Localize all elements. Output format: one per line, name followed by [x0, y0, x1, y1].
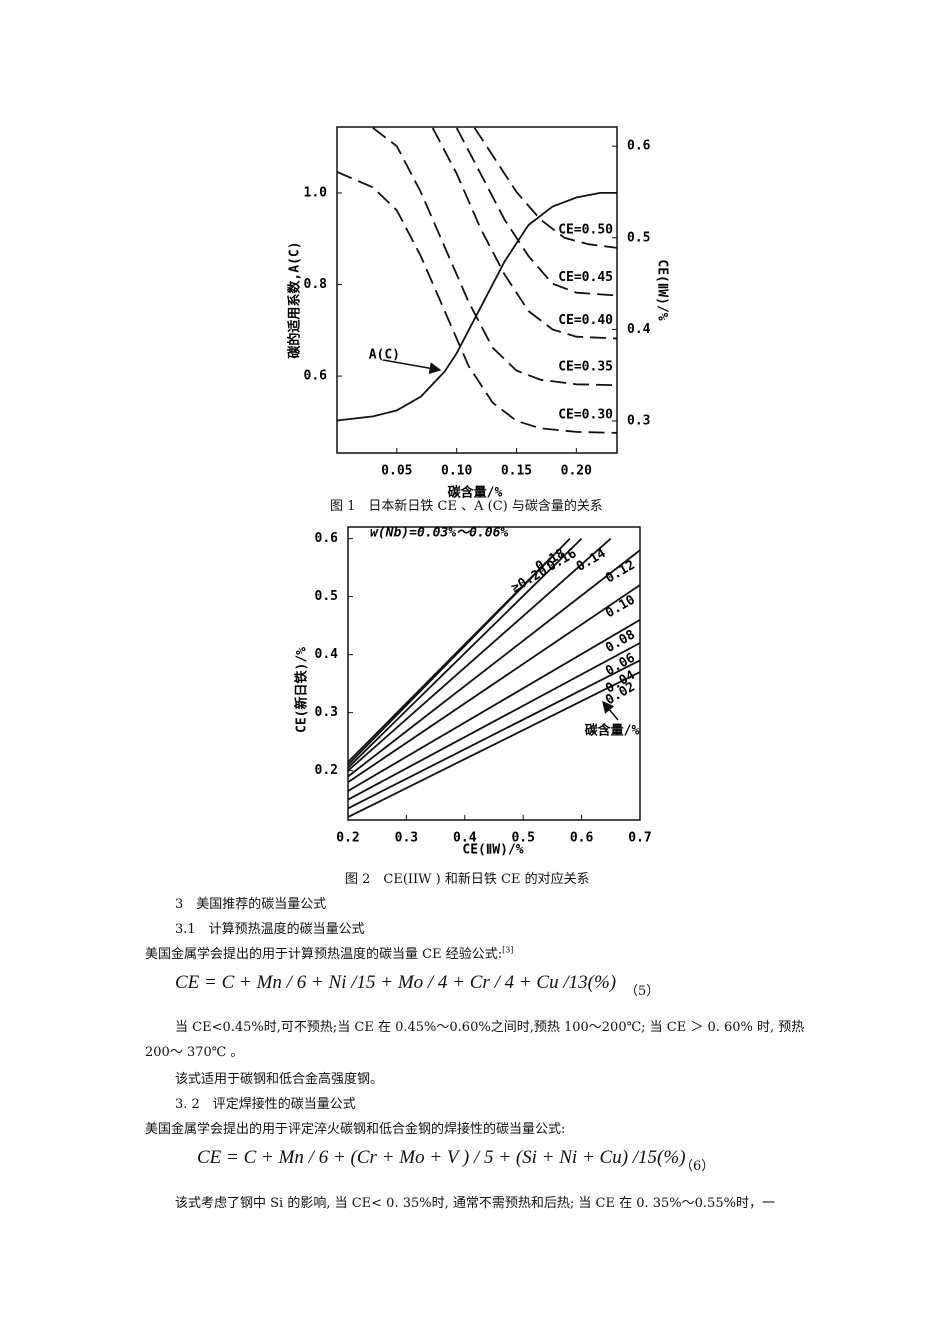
paragraph: 该式适用于碳钢和低合金高强度钢。	[175, 1072, 384, 1087]
x-tick-label: 0.20	[561, 464, 592, 479]
x-axis-title: CE(ⅡW)/%	[462, 843, 523, 858]
x-tick-label: 0.6	[570, 831, 594, 846]
y2-tick-label: 0.4	[627, 322, 651, 337]
formula: CE = C + Mn / 6 + (Cr + Mo + V ) / 5 + (…	[197, 1147, 686, 1168]
formula-number: （5）	[625, 984, 660, 999]
line	[347, 555, 554, 763]
x-tick-label: 0.15	[501, 464, 532, 479]
line	[347, 537, 612, 772]
y2-tick-label: 0.6	[627, 139, 651, 154]
line	[372, 127, 618, 387]
line	[347, 659, 641, 810]
annotation: 碳含量/%	[585, 723, 640, 739]
line	[336, 171, 618, 434]
line	[455, 127, 618, 297]
series-label: CE=0.40	[558, 313, 613, 328]
y-tick-label: 0.5	[315, 589, 338, 604]
heading: 3. 2 评定焊接性的碳当量公式	[175, 1097, 356, 1112]
x-tick-label: 0.05	[381, 464, 412, 479]
line	[347, 584, 641, 784]
series-label: CE=0.35	[558, 360, 613, 375]
series-label: ≥0.20	[509, 563, 551, 596]
x-tick-label: 0.7	[628, 831, 651, 846]
y-tick-label: 0.6	[304, 369, 328, 384]
formula: CE = C + Mn / 6 + Ni /15 + Mo / 4 + Cr /…	[175, 972, 617, 993]
y2-axis-title: CE(ⅡW)/%	[655, 259, 670, 320]
paragraph: 该式考虑了钢中 Si 的影响, 当 CE< 0. 35%时, 通常不需预热和后热…	[175, 1196, 775, 1211]
y-tick-label: 1.0	[304, 185, 328, 200]
y-tick-label: 0.3	[315, 705, 338, 720]
x-tick-label: 0.2	[336, 831, 359, 846]
text: 美国金属学会提出的用于计算预热温度的碳当量 CE 经验公式:	[145, 947, 503, 962]
x-tick-label: 0.10	[441, 464, 472, 479]
line	[347, 619, 641, 792]
caption: 图 2 CE(IIW ) 和新日铁 CE 的对应关系	[345, 872, 590, 887]
line	[347, 671, 641, 818]
heading: 3 美国推荐的碳当量公式	[175, 897, 327, 912]
x-axis-title: 碳含量/%	[448, 485, 503, 501]
annotation: A(C)	[369, 348, 400, 363]
series-label: 0.12	[603, 558, 638, 587]
y-tick-label: 0.2	[315, 763, 338, 778]
series-label: 0.10	[603, 592, 638, 621]
heading: 3.1 计算预热温度的碳当量公式	[175, 922, 365, 937]
x-tick-label: 0.5	[511, 831, 534, 846]
y-tick-label: 0.4	[315, 647, 339, 662]
line	[336, 192, 617, 422]
formula-number: （6）	[680, 1159, 715, 1174]
paragraph: 美国金属学会提出的用于计算预热温度的碳当量 CE 经验公式:[3]	[145, 943, 513, 962]
plot-frame	[336, 126, 618, 454]
y-tick-label: 0.6	[315, 531, 339, 546]
line	[347, 549, 641, 778]
paragraph: 美国金属学会提出的用于评定淬火碳钢和低合金钢的焊接性的碳当量公式:	[145, 1122, 566, 1137]
series-label: CE=0.50	[558, 222, 613, 237]
y-axis-title: CE(新日铁)/%	[294, 647, 310, 733]
line	[431, 127, 618, 340]
series-label: CE=0.45	[558, 270, 613, 285]
caption: 图 1 日本新日铁 CE 、A (C) 与碳含量的关系	[330, 499, 603, 514]
line	[347, 537, 583, 769]
y2-tick-label: 0.3	[627, 413, 650, 428]
y-tick-label: 0.8	[304, 277, 328, 292]
series-label: 0.14	[574, 546, 609, 575]
x-tick-label: 0.4	[453, 831, 477, 846]
plot-frame	[347, 526, 641, 821]
annotation: w(Nb)=0.03%～0.06%	[370, 526, 508, 541]
arrow	[382, 359, 442, 375]
series-label: CE=0.30	[558, 407, 613, 422]
y2-tick-label: 0.5	[627, 230, 650, 245]
reference: [3]	[502, 945, 514, 955]
x-tick-label: 0.3	[395, 831, 418, 846]
line	[473, 127, 618, 249]
y-axis-title: 碳的适用系数,A(C)	[287, 241, 303, 358]
line	[347, 642, 641, 801]
paragraph: 当 CE<0.45%时,可不预热;当 CE 在 0.45%～0.60%之间时,预…	[145, 1020, 805, 1060]
arrow	[602, 700, 619, 721]
